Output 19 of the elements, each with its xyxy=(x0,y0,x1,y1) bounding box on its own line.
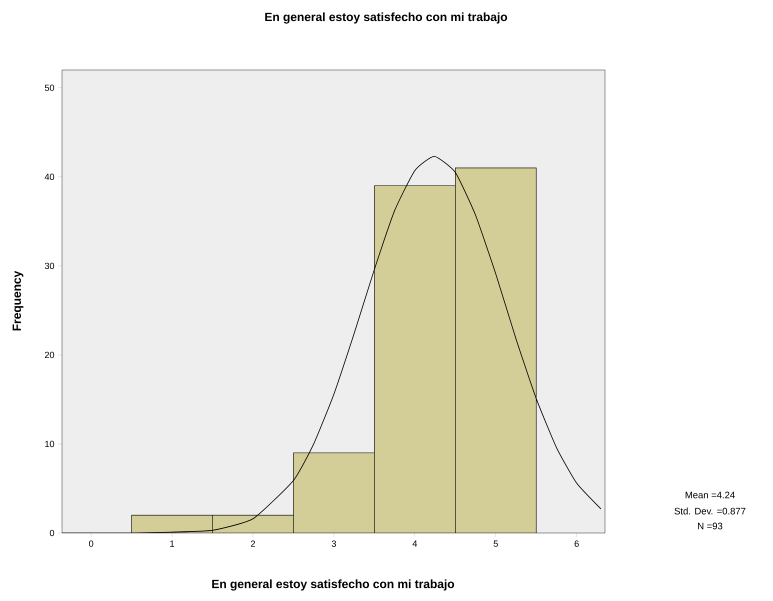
chart-title: En general estoy satisfecho con mi trabajo xyxy=(265,12,508,24)
y-tick-label: 40 xyxy=(44,174,54,180)
x-tick-label: 4 xyxy=(412,540,418,547)
x-tick-label: 2 xyxy=(250,540,256,547)
y-tick-label: 30 xyxy=(44,262,54,270)
y-tick-label: 20 xyxy=(44,352,54,358)
x-tick-label: 6 xyxy=(574,540,579,547)
x-axis-title: En general estoy satisfecho con mi trabajo xyxy=(212,579,454,591)
x-tick-label: 1 xyxy=(170,540,174,547)
text: Std. Dev. =0.877 xyxy=(674,508,746,514)
y-axis-title: Frequency xyxy=(12,270,24,330)
text: Mean =4.24 xyxy=(686,492,735,498)
x-tick-label: 0 xyxy=(88,540,94,547)
y-tick-label: 10 xyxy=(45,440,54,448)
y-tick-label: 0 xyxy=(50,530,54,536)
y-tick-label: 50 xyxy=(44,84,54,91)
x-tick-label: 3 xyxy=(332,540,336,547)
x-tick-label: 5 xyxy=(494,540,498,547)
text: N =93 xyxy=(698,522,722,530)
